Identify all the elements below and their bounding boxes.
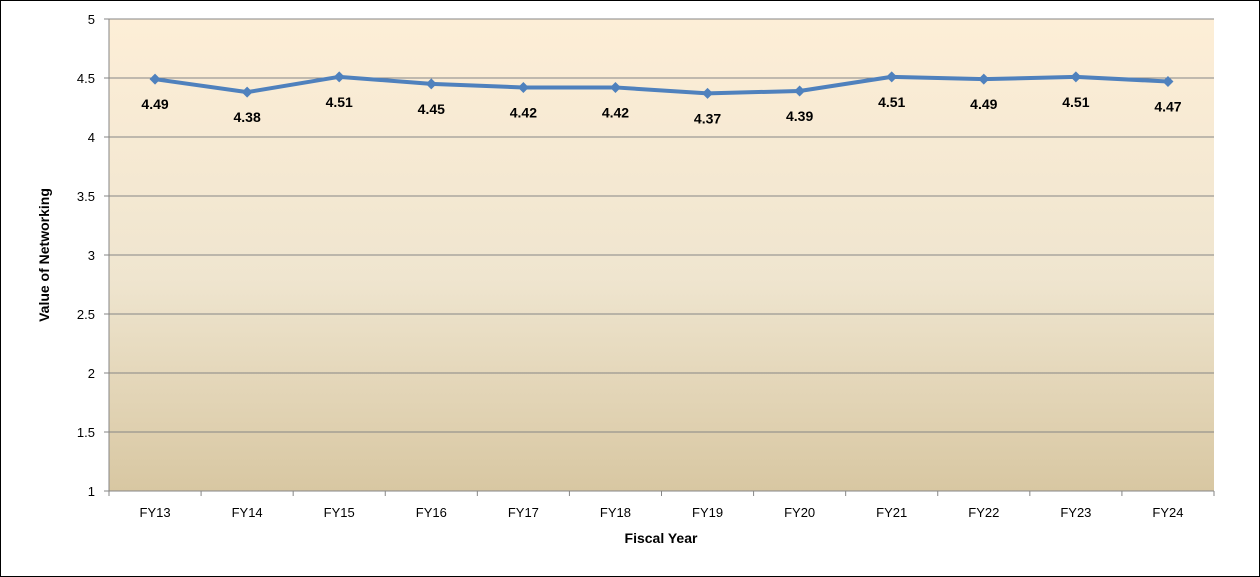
data-label: 4.38 [234,109,261,125]
data-label: 4.42 [602,104,629,120]
y-tick-label: 4 [88,130,95,145]
data-label: 4.51 [1062,94,1089,110]
y-tick-label: 2 [88,366,95,381]
x-tick-label: FY18 [600,505,631,520]
x-tick-label: FY13 [140,505,171,520]
data-point-marker [886,71,898,83]
data-point-marker [1162,76,1174,88]
y-axis-tick-labels: 1 1.5 2 2.5 3 3.5 4 4.5 5 [77,12,95,499]
series-layer [149,71,1174,99]
data-label: 4.49 [970,96,997,112]
data-point-marker [333,71,345,83]
data-point-marker [1070,71,1082,83]
data-point-marker [978,73,990,85]
series-line [154,74,1169,96]
x-axis-title: Fiscal Year [625,530,698,546]
x-tick-label: FY23 [1060,505,1091,520]
data-point-marker [609,81,621,93]
x-tick-label: FY19 [692,505,723,520]
data-point-marker [517,81,529,93]
data-label: 4.51 [878,94,905,110]
data-point-marker [149,73,161,85]
x-tick-label: FY22 [968,505,999,520]
y-axis-title: Value of Networking [36,188,52,322]
y-tick-label: 1.5 [77,425,95,440]
data-point-marker [702,87,714,99]
y-tick-label: 1 [88,484,95,499]
x-tick-label: FY20 [784,505,815,520]
x-tick-label: FY17 [508,505,539,520]
y-tick-label: 3 [88,248,95,263]
x-axis-tick-labels: FY13 FY14 FY15 FY16 FY17 FY18 FY19 FY20 FY21 FY22… [140,505,1184,520]
y-tick-label: 2.5 [77,307,95,322]
data-label: 4.37 [694,110,721,126]
data-label: 4.39 [786,108,813,124]
data-point-marker [425,78,437,90]
y-tick-label: 3.5 [77,189,95,204]
x-tick-label: FY15 [324,505,355,520]
y-tick-label: 5 [88,12,95,27]
data-label: 4.47 [1154,99,1181,115]
x-tick-label: FY24 [1152,505,1183,520]
data-label: 4.51 [326,94,353,110]
data-labels: 4.49 4.38 4.51 4.45 4.42 4.42 4.37 4.39 4.51 4.49… [141,94,1181,127]
y-tick-label: 4.5 [77,71,95,86]
axes [104,18,1215,496]
data-label: 4.49 [141,96,168,112]
x-tick-label: FY16 [416,505,447,520]
x-tick-label: FY21 [876,505,907,520]
x-tick-label: FY14 [232,505,263,520]
data-label: 4.42 [510,104,537,120]
data-label: 4.45 [418,101,445,117]
data-point-marker [241,86,253,98]
data-point-marker [794,85,806,97]
